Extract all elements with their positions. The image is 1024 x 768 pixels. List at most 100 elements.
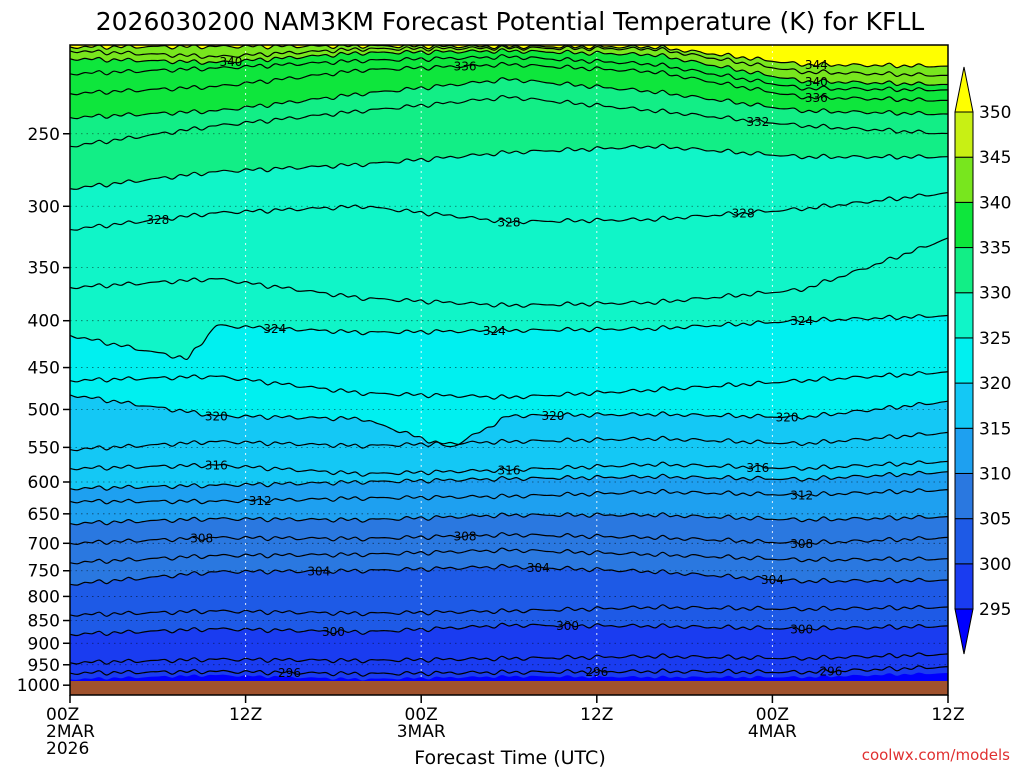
- contour-label-308: 308: [190, 532, 213, 546]
- y-tick-label-950: 950: [28, 656, 60, 676]
- y-tick-label-600: 600: [28, 473, 60, 493]
- contour-label-316: 316: [746, 461, 769, 475]
- colorbar-segment-310: [954, 427, 974, 474]
- y-tick-label-700: 700: [28, 534, 60, 554]
- contour-298: [70, 652, 948, 665]
- contour-308: [70, 532, 948, 546]
- contour-label-336: 336: [454, 60, 477, 74]
- contour-label-308: 308: [790, 537, 813, 551]
- filled-bands: [70, 45, 948, 695]
- colorbar-segment-315: [954, 382, 974, 429]
- plot-frame: [69, 44, 949, 696]
- contour-340: [70, 48, 948, 87]
- contour-330: [70, 143, 948, 190]
- contour-label-320: 320: [776, 411, 799, 425]
- y-tick-label-750: 750: [28, 562, 60, 582]
- x-axis-label: Forecast Time (UTC): [414, 747, 605, 768]
- contour-326: [70, 237, 948, 308]
- y-tick-label-1000: 1000: [17, 676, 60, 696]
- contour-320: [70, 394, 948, 448]
- contour-label-320: 320: [541, 409, 564, 423]
- colorbar-label-330: 330: [979, 284, 1011, 304]
- contour-label-328: 328: [146, 213, 169, 227]
- y-tick-label-550: 550: [28, 438, 60, 458]
- y-tick-label-450: 450: [28, 359, 60, 379]
- contour-316: [70, 460, 948, 477]
- colorbar-segment-305: [954, 472, 974, 520]
- contour-342: [70, 45, 948, 78]
- contour-label-300: 300: [790, 622, 813, 636]
- colorbar: 295 300 305 310 315 320 325 330 335 340 345 350: [954, 66, 1011, 655]
- contour-label-296: 296: [585, 665, 608, 679]
- contour-322: [70, 371, 948, 400]
- contour-label-316: 316: [205, 459, 228, 473]
- colorbar-label-300: 300: [979, 555, 1011, 575]
- contour-label-300: 300: [322, 625, 345, 639]
- chart-title: 2026030200 NAM3KM Forecast Potential Tem…: [96, 7, 925, 36]
- contour-312: [70, 488, 948, 505]
- x-tick-label-36: 12Z: [580, 705, 613, 725]
- y-tick-label-250: 250: [28, 125, 60, 145]
- x-tick-line: 12Z: [580, 705, 613, 725]
- contour-label-324: 324: [483, 324, 506, 338]
- contour-label-344: 344: [805, 58, 828, 72]
- contour-label-308: 308: [454, 529, 477, 543]
- y-tick-label-350: 350: [28, 259, 60, 279]
- contour-338: [70, 54, 948, 93]
- contour-label-316: 316: [498, 463, 521, 477]
- y-tick-label-650: 650: [28, 505, 60, 525]
- colorbar-extend-low: [954, 608, 974, 655]
- contour-332: [70, 94, 948, 148]
- colorbar-segment-325: [954, 292, 974, 339]
- x-tick-line: 4MAR: [748, 722, 797, 742]
- x-tick-label-24: 00Z 3MAR: [397, 705, 446, 742]
- colorbar-label-335: 335: [979, 239, 1011, 259]
- contour-label-332: 332: [746, 115, 769, 129]
- x-tick-line: 00Z: [756, 705, 789, 725]
- contour-304: [70, 563, 948, 586]
- x-tick-line: 3MAR: [397, 722, 446, 742]
- contour-328: [70, 192, 948, 231]
- contour-306: [70, 547, 948, 565]
- x-tick-line: 12Z: [931, 705, 964, 725]
- contour-label-300: 300: [556, 619, 579, 633]
- contour-300: [70, 622, 948, 637]
- x-tick-line: 12Z: [229, 705, 262, 725]
- y-tick-label-500: 500: [28, 400, 60, 420]
- contour-label-324: 324: [790, 314, 813, 328]
- x-tick-label-48: 00Z 4MAR: [748, 705, 797, 742]
- plot-area: 296 296 296 300 300 300 304 304 304 308 308 308 312 3…: [69, 44, 949, 696]
- contour-label-320: 320: [205, 409, 228, 423]
- contour-label-340: 340: [220, 55, 243, 69]
- contour-label-304: 304: [527, 561, 550, 575]
- contour-label-304: 304: [307, 565, 330, 579]
- contour-label-324: 324: [263, 322, 286, 336]
- colorbar-segment-330: [954, 247, 974, 294]
- colorbar-label-305: 305: [979, 510, 1011, 530]
- x-tick-label-12: 12Z: [229, 705, 262, 725]
- contour-334: [70, 77, 948, 120]
- contour-310: [70, 512, 948, 526]
- colorbar-label-295: 295: [979, 600, 1011, 620]
- colorbar-label-325: 325: [979, 329, 1011, 349]
- y-tick-label-400: 400: [28, 312, 60, 332]
- contour-label-312: 312: [249, 494, 272, 508]
- contour-label-340: 340: [805, 75, 828, 89]
- colorbar-segment-335: [954, 201, 974, 249]
- x-tick-line: 00Z: [405, 705, 438, 725]
- x-tick-label-60: 12Z: [931, 705, 964, 725]
- contour-label-312: 312: [790, 489, 813, 503]
- colorbar-segment-300: [954, 518, 974, 565]
- colorbar-segment-320: [954, 337, 974, 384]
- colorbar-extend-high: [954, 66, 974, 113]
- x-tick-label-0: 00Z 2MAR 2026: [46, 705, 95, 759]
- y-tick-label-900: 900: [28, 634, 60, 654]
- x-tick-line: 2MAR: [46, 722, 95, 742]
- x-tick-line: 2026: [46, 739, 89, 759]
- colorbar-label-320: 320: [979, 374, 1011, 394]
- colorbar-label-340: 340: [979, 193, 1011, 213]
- y-tick-label-300: 300: [28, 197, 60, 217]
- colorbar-label-350: 350: [979, 103, 1011, 123]
